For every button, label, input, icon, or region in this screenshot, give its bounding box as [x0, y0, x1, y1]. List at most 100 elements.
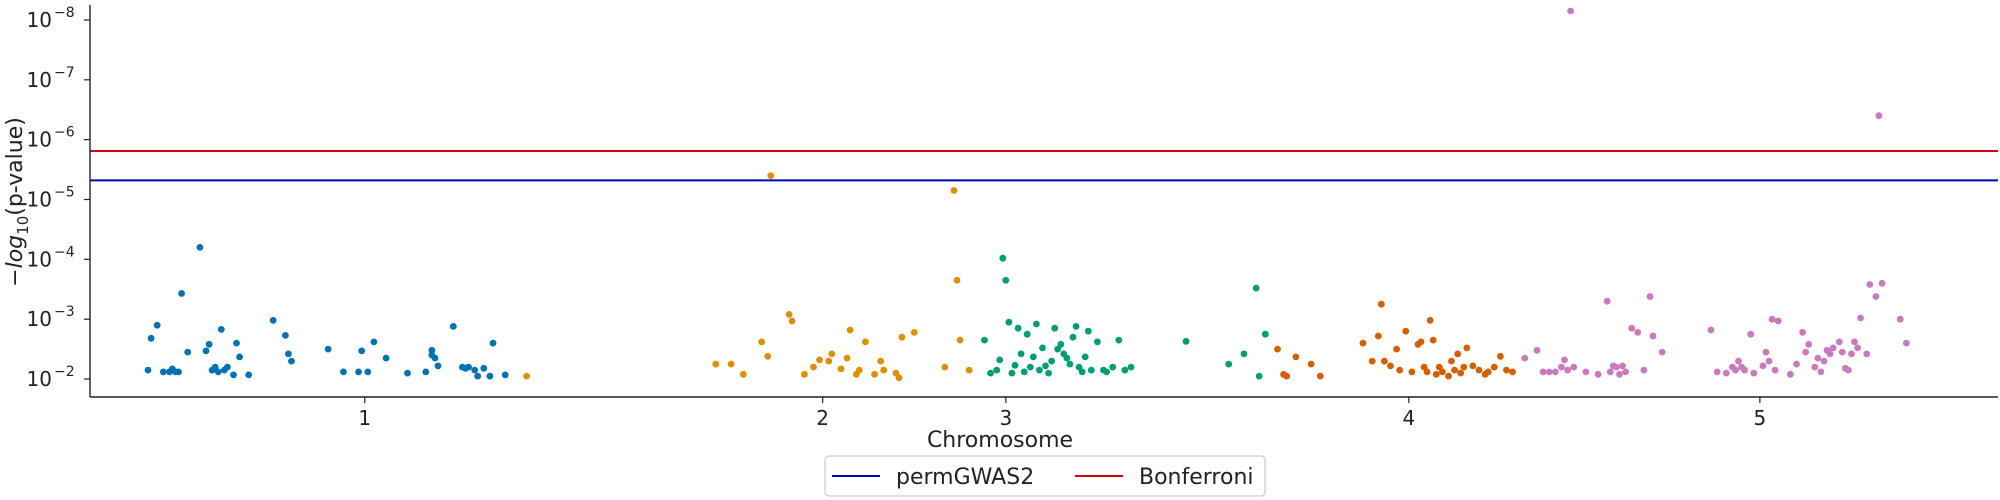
point-chr3: [999, 254, 1007, 262]
point-chr1: [449, 323, 457, 330]
x-tick-label: 5: [1754, 406, 1767, 430]
point-chr5: [1750, 369, 1758, 377]
point-chr4: [1387, 362, 1394, 370]
point-chr4: [1469, 362, 1477, 370]
x-tick-label: 3: [999, 406, 1012, 430]
point-chr1: [474, 372, 482, 380]
point-chr1: [489, 339, 497, 347]
point-chr5: [1735, 357, 1742, 365]
point-chr3: [987, 369, 994, 377]
point-chr1: [224, 363, 231, 371]
point-chr4: [1374, 332, 1382, 340]
point-chr5: [1570, 363, 1578, 371]
point-chr5: [1582, 368, 1590, 376]
point-chr1: [230, 371, 237, 379]
point-chr5: [1539, 368, 1547, 376]
point-chr4: [1463, 344, 1471, 352]
point-chr1: [205, 340, 213, 348]
point-chr2: [880, 366, 888, 374]
point-chr2: [950, 187, 958, 194]
point-chr4: [1402, 327, 1410, 335]
point-chr1: [404, 369, 411, 377]
point-chr5: [1594, 370, 1602, 378]
point-chr3: [1094, 338, 1101, 346]
point-chr5: [1603, 297, 1611, 305]
point-chr1: [324, 345, 332, 353]
y-tick-label: 10: [27, 128, 52, 152]
point-chr5: [1561, 356, 1568, 364]
legend-frame: [824, 455, 1266, 497]
point-chr4: [1432, 370, 1440, 378]
point-chr1: [471, 366, 479, 374]
point-chr5: [1872, 293, 1880, 300]
point-chr3: [1033, 320, 1040, 328]
point-chr5: [1732, 366, 1739, 374]
point-chr1: [428, 346, 436, 354]
point-chr5: [1606, 368, 1614, 376]
point-chr3: [1008, 369, 1016, 377]
point-chr4: [1439, 368, 1446, 376]
point-chr3: [1084, 327, 1092, 335]
y-axis-label-sub: 10: [14, 216, 32, 235]
point-chr3: [993, 366, 1001, 374]
y-tick-exponent: −7: [54, 65, 75, 81]
point-chr5: [1759, 362, 1767, 370]
point-chr1: [382, 354, 390, 362]
legend: permGWAS2 Bonferroni: [824, 455, 1266, 497]
point-chr5: [1713, 368, 1721, 376]
point-chr5: [1567, 7, 1574, 15]
point-chr5: [1771, 366, 1779, 374]
point-chr1: [184, 348, 192, 356]
point-chr1: [364, 368, 372, 376]
point-chr5: [1613, 363, 1620, 371]
point-chr1: [147, 334, 155, 342]
point-chr4: [1359, 339, 1367, 347]
point-chr1: [486, 372, 494, 380]
point-chr4: [1274, 345, 1281, 353]
point-chr1: [217, 326, 225, 333]
y-axis-label-prefix: −: [3, 268, 28, 286]
point-chr2: [785, 311, 793, 318]
point-chr3: [1026, 363, 1034, 371]
point-chr5: [1829, 344, 1837, 352]
point-chr3: [1121, 366, 1129, 374]
point-chr2: [843, 354, 851, 362]
point-chr2: [953, 276, 961, 284]
point-chr2: [767, 172, 775, 180]
point-chr2: [898, 333, 906, 341]
y-tick-exponent: −2: [54, 364, 75, 380]
y-tick-label: 10: [27, 307, 52, 331]
point-chr1: [431, 354, 439, 362]
point-chr1: [196, 244, 204, 251]
y-tick-label: 10: [27, 188, 52, 212]
point-chr1: [422, 368, 430, 376]
point-chr3: [1011, 361, 1019, 369]
point-chr2: [788, 317, 796, 325]
point-chr4: [1475, 366, 1483, 374]
point-chr4: [1503, 366, 1510, 374]
point-chr5: [1765, 357, 1773, 365]
point-chr1: [153, 321, 161, 329]
y-tick-label: 10: [27, 367, 52, 391]
y-tick-exponent: −8: [54, 5, 75, 21]
y-tick-exponent: −3: [54, 304, 75, 320]
point-chr2: [828, 350, 836, 358]
point-chr1: [370, 338, 378, 346]
point-chr5: [1878, 279, 1886, 287]
point-chr4: [1454, 350, 1462, 358]
point-chr3: [1078, 368, 1086, 376]
point-chr2: [712, 360, 720, 368]
point-chr2: [855, 366, 863, 374]
point-chr5: [1658, 348, 1666, 356]
point-chr4: [1426, 317, 1434, 324]
x-tick-label: 2: [816, 406, 829, 430]
point-chr3: [1023, 330, 1031, 338]
point-chr2: [910, 329, 918, 336]
point-chr4: [1490, 363, 1498, 371]
point-chr2: [846, 326, 854, 334]
point-chr3: [1115, 336, 1123, 344]
point-chr1: [245, 371, 253, 379]
point-chr1: [288, 357, 295, 365]
point-chr2: [801, 370, 808, 378]
point-chr5: [1558, 363, 1565, 371]
